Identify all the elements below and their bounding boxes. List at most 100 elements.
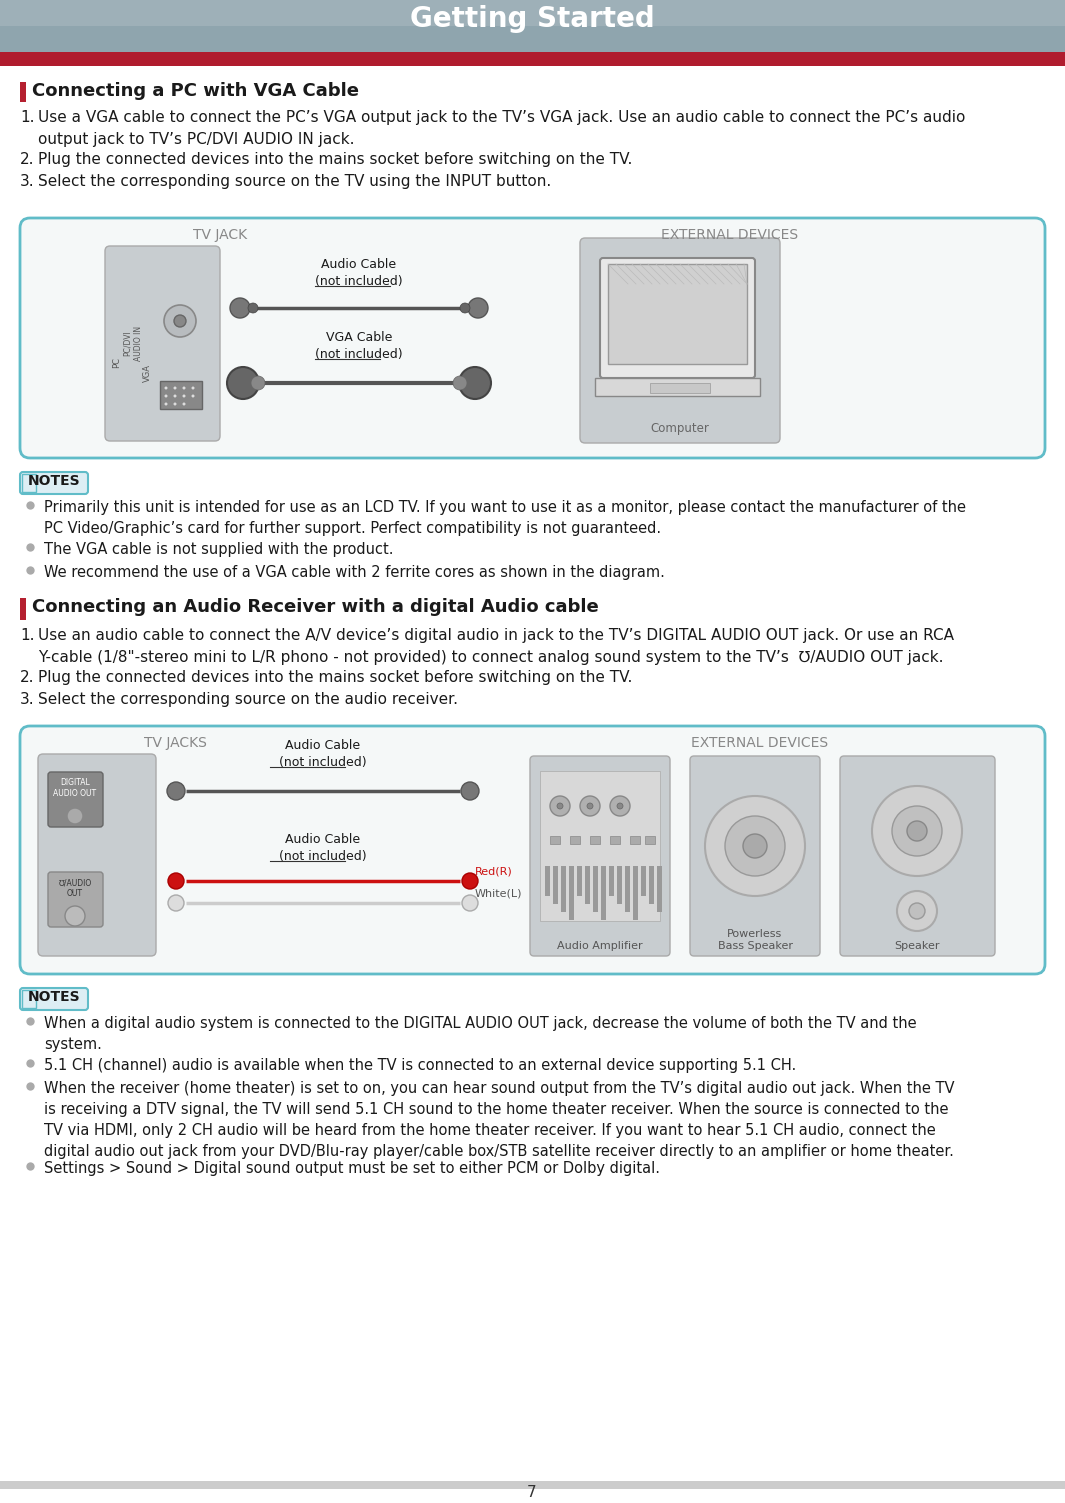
Text: Plug the connected devices into the mains socket before switching on the TV.: Plug the connected devices into the main… [38, 670, 633, 685]
Bar [20, 83, 26, 102]
Bar [0, 0, 1065, 26]
Circle shape [453, 376, 466, 389]
Circle shape [182, 386, 185, 389]
Text: PC/DVI
AUDIO IN: PC/DVI AUDIO IN [122, 326, 143, 361]
Circle shape [182, 403, 185, 406]
Bar [630, 836, 640, 845]
Text: VGA: VGA [143, 364, 151, 382]
Text: Audio Cable
(not included): Audio Cable (not included) [279, 739, 366, 770]
Text: Audio Amplifier: Audio Amplifier [557, 941, 643, 951]
Circle shape [459, 367, 491, 398]
Circle shape [743, 834, 767, 858]
Text: Use a VGA cable to connect the PC’s VGA output jack to the TV’s VGA jack. Use an: Use a VGA cable to connect the PC’s VGA … [38, 110, 965, 147]
Text: We recommend the use of a VGA cable with 2 ferrite cores as shown in the diagram: We recommend the use of a VGA cable with… [44, 565, 665, 580]
Circle shape [462, 894, 478, 911]
Bar [550, 836, 560, 845]
Bar [22, 990, 36, 1009]
Bar [617, 866, 622, 903]
Text: PC: PC [113, 358, 121, 368]
Text: 5.1 CH (channel) audio is available when the TV is connected to an external devi: 5.1 CH (channel) audio is available when… [44, 1058, 797, 1073]
Circle shape [227, 367, 259, 398]
Circle shape [251, 376, 265, 389]
Text: Computer: Computer [651, 422, 709, 434]
Text: 3.: 3. [20, 691, 35, 706]
Circle shape [617, 803, 623, 809]
Bar [609, 866, 615, 896]
FancyBboxPatch shape [600, 259, 755, 377]
FancyBboxPatch shape [38, 755, 155, 956]
Circle shape [174, 403, 177, 406]
Circle shape [910, 903, 925, 918]
Circle shape [192, 386, 195, 389]
Circle shape [610, 797, 630, 816]
Bar [545, 866, 550, 896]
Circle shape [705, 797, 805, 896]
Circle shape [192, 394, 195, 397]
Bar [577, 866, 581, 896]
Circle shape [462, 873, 478, 888]
FancyBboxPatch shape [48, 872, 103, 927]
Bar [553, 866, 558, 903]
Bar [649, 866, 654, 903]
Text: Speaker: Speaker [895, 941, 939, 951]
Text: Connecting a PC with VGA Cable: Connecting a PC with VGA Cable [32, 83, 359, 101]
Text: Use an audio cable to connect the A/V device’s digital audio in jack to the TV’s: Use an audio cable to connect the A/V de… [38, 628, 954, 666]
Bar [160, 380, 202, 409]
Bar [590, 836, 600, 845]
Bar [601, 866, 606, 920]
FancyBboxPatch shape [48, 773, 103, 827]
FancyBboxPatch shape [20, 218, 1045, 458]
Text: Red(R): Red(R) [475, 867, 512, 876]
FancyBboxPatch shape [840, 756, 995, 956]
Bar [20, 598, 26, 621]
Text: 1.: 1. [20, 628, 34, 643]
Circle shape [897, 891, 937, 930]
Circle shape [230, 298, 250, 319]
Circle shape [174, 386, 177, 389]
Circle shape [725, 816, 785, 876]
Bar [608, 265, 747, 364]
Circle shape [164, 305, 196, 337]
Circle shape [460, 304, 470, 313]
Bar [0, 53, 1065, 66]
Circle shape [168, 894, 184, 911]
Circle shape [892, 806, 943, 857]
Text: When the receiver (home theater) is set to on, you can hear sound output from th: When the receiver (home theater) is set … [44, 1081, 954, 1159]
Text: DIGITAL
AUDIO OUT: DIGITAL AUDIO OUT [53, 779, 97, 798]
Text: 3.: 3. [20, 174, 35, 189]
Circle shape [872, 786, 962, 876]
Text: Plug the connected devices into the mains socket before switching on the TV.: Plug the connected devices into the main… [38, 152, 633, 167]
Text: 2.: 2. [20, 152, 34, 167]
Text: 1.: 1. [20, 110, 34, 125]
Text: Powerless
Bass Speaker: Powerless Bass Speaker [718, 929, 792, 951]
Text: White(L): White(L) [475, 888, 523, 899]
Circle shape [164, 394, 167, 397]
Circle shape [557, 803, 563, 809]
Bar [569, 866, 574, 920]
Bar [610, 836, 620, 845]
Bar [595, 377, 760, 395]
FancyBboxPatch shape [20, 987, 88, 1010]
Text: NOTES: NOTES [28, 473, 80, 488]
Text: Select the corresponding source on the audio receiver.: Select the corresponding source on the a… [38, 691, 458, 706]
Text: Select the corresponding source on the TV using the INPUT button.: Select the corresponding source on the T… [38, 174, 552, 189]
Bar [0, 0, 1065, 53]
Circle shape [182, 394, 185, 397]
FancyBboxPatch shape [530, 756, 670, 956]
Circle shape [468, 298, 488, 319]
Text: TV JACK: TV JACK [193, 228, 247, 242]
Circle shape [248, 304, 258, 313]
Bar [570, 836, 580, 845]
Text: When a digital audio system is connected to the DIGITAL AUDIO OUT jack, decrease: When a digital audio system is connected… [44, 1016, 917, 1052]
Bar [625, 866, 630, 912]
FancyBboxPatch shape [105, 246, 220, 440]
Text: Settings > Sound > Digital sound output must be set to either PCM or Dolby digit: Settings > Sound > Digital sound output … [44, 1160, 660, 1175]
Circle shape [67, 809, 83, 824]
Circle shape [550, 797, 570, 816]
Bar [645, 836, 655, 845]
Bar [22, 473, 36, 491]
Bar [641, 866, 646, 896]
Bar [633, 866, 638, 920]
Text: Getting Started: Getting Started [410, 5, 654, 33]
Text: NOTES: NOTES [28, 990, 80, 1004]
